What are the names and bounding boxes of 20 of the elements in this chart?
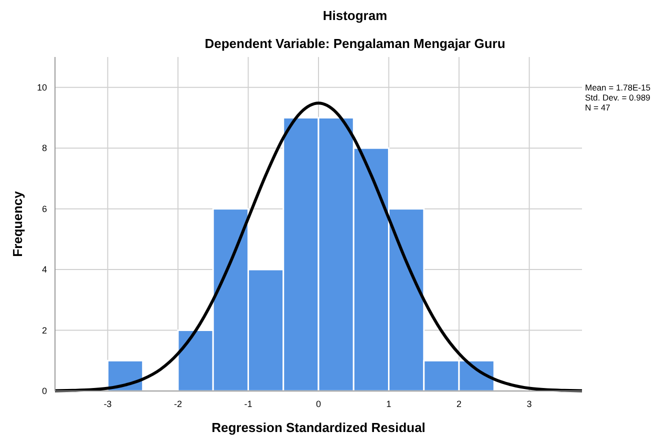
y-tick-label: 8 xyxy=(42,143,47,154)
x-tick-label: 1 xyxy=(386,399,392,409)
x-tick-label: 2 xyxy=(456,399,462,409)
text: N = 47 xyxy=(585,102,611,112)
x-tick-label: -1 xyxy=(244,399,252,409)
chart-subtitle: Dependent Variable: Pengalaman Mengajar Guru xyxy=(204,36,506,51)
text: Mean = 1.78E-15 xyxy=(585,82,651,92)
y-tick-label: 0 xyxy=(42,386,47,396)
y-axis-title: Frequency xyxy=(10,190,25,257)
x-tick-label: -2 xyxy=(174,399,182,409)
y-tick-label: 6 xyxy=(42,204,47,214)
x-tick-label: 3 xyxy=(526,399,532,409)
text: Std. Dev. = 0.989 xyxy=(585,92,651,102)
y-tick-label: 4 xyxy=(42,264,47,275)
y-tick-label: 10 xyxy=(36,82,47,92)
chart-title: Histogram xyxy=(322,8,388,23)
y-tick-label: 2 xyxy=(42,325,47,336)
x-tick-label: 0 xyxy=(316,399,322,409)
x-tick-label: -3 xyxy=(104,399,112,409)
x-axis-title: Regression Standardized Residual xyxy=(212,420,426,435)
